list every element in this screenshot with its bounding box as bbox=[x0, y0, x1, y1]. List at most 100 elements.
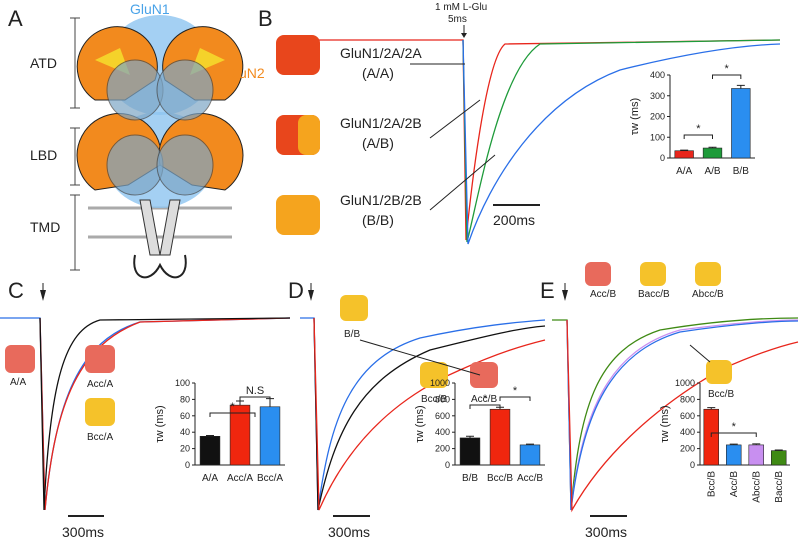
y-tick-label: 400 bbox=[680, 427, 695, 437]
y-tick-label: 600 bbox=[435, 411, 450, 421]
icon bbox=[470, 362, 498, 388]
construct: B/B bbox=[344, 329, 360, 340]
construct: Abcc/B bbox=[692, 289, 724, 300]
annotation: * bbox=[696, 123, 701, 135]
y-axis-label: τw (ms) bbox=[629, 98, 641, 135]
significance-bracket bbox=[683, 134, 713, 139]
x-tick-label: Bacc/B bbox=[774, 471, 785, 503]
x-tick-label: Acc/B bbox=[517, 473, 543, 484]
y-tick-label: 0 bbox=[690, 460, 695, 470]
error-bar bbox=[680, 149, 689, 151]
error-bar bbox=[729, 443, 738, 445]
y-tick-label: 0 bbox=[660, 153, 665, 163]
y-tick-label: 0 bbox=[445, 460, 450, 470]
icon bbox=[420, 362, 448, 388]
significance-bracket bbox=[239, 396, 271, 401]
error-bar bbox=[466, 435, 474, 438]
icon bbox=[276, 35, 320, 235]
panel-letter: B bbox=[258, 6, 273, 31]
trace bbox=[462, 39, 781, 243]
panel-letter: A bbox=[8, 6, 23, 31]
x-tick-label: B/B bbox=[733, 166, 749, 177]
construct: Acc/A bbox=[87, 379, 113, 390]
trace-name: (A/B) bbox=[362, 135, 394, 151]
bar bbox=[519, 444, 541, 466]
trace bbox=[300, 317, 546, 511]
y-tick-label: 800 bbox=[680, 394, 695, 404]
panel-letter: E bbox=[540, 278, 555, 303]
significance-bracket bbox=[710, 432, 757, 437]
x-tick-label: Acc/B bbox=[729, 471, 740, 497]
y-tick-label: 200 bbox=[650, 112, 665, 122]
error-bar bbox=[236, 400, 244, 406]
label: TMD bbox=[30, 219, 60, 235]
trace bbox=[39, 317, 291, 511]
x-tick-label: A/A bbox=[676, 166, 692, 177]
panel-letter: C bbox=[8, 278, 24, 303]
y-tick-label: 200 bbox=[435, 444, 450, 454]
trace-name: GluN1/2B/2B bbox=[340, 192, 422, 208]
y-axis-label: τw (ms) bbox=[414, 405, 426, 442]
bar bbox=[199, 435, 221, 466]
bar bbox=[726, 444, 742, 466]
y-tick-label: 1000 bbox=[675, 378, 695, 388]
x-tick-label: Abcc/B bbox=[751, 471, 762, 503]
error-bar bbox=[736, 84, 745, 89]
significance-bracket bbox=[499, 396, 531, 401]
y-tick-label: 60 bbox=[180, 411, 190, 421]
y-tick-label: 300 bbox=[650, 91, 665, 101]
receptor-diagram bbox=[70, 15, 244, 279]
y-tick-label: 800 bbox=[435, 394, 450, 404]
icon bbox=[340, 295, 368, 321]
significance-bracket bbox=[712, 74, 742, 79]
bar bbox=[674, 150, 694, 159]
trace-name: (A/A) bbox=[362, 65, 394, 81]
error-bar bbox=[774, 449, 783, 451]
icon bbox=[85, 398, 115, 426]
construct: A/A bbox=[10, 377, 26, 388]
significance-bracket bbox=[209, 412, 256, 417]
stimulus: 1 mM L-Glu bbox=[435, 2, 487, 13]
bar bbox=[748, 444, 764, 466]
icon bbox=[640, 262, 666, 286]
error-bar bbox=[206, 434, 214, 437]
construct: Bcc/A bbox=[87, 432, 113, 443]
y-tick-label: 0 bbox=[185, 460, 190, 470]
y-tick-label: 1000 bbox=[430, 378, 450, 388]
error-bar bbox=[752, 443, 761, 445]
bar bbox=[459, 437, 481, 466]
x-tick-label: Bcc/B bbox=[706, 471, 717, 497]
label: GluN2 bbox=[225, 65, 265, 81]
stimulus-duration: 5ms bbox=[448, 14, 467, 25]
trace bbox=[566, 319, 799, 511]
bar bbox=[259, 406, 281, 466]
trace bbox=[39, 317, 291, 511]
construct: Acc/B bbox=[590, 289, 616, 300]
annotation: * bbox=[230, 401, 235, 413]
scale-label: 200ms bbox=[493, 212, 535, 228]
error-bar bbox=[526, 443, 534, 445]
x-tick-label: Acc/A bbox=[227, 473, 253, 484]
annotation: * bbox=[732, 421, 737, 433]
bar bbox=[731, 88, 751, 159]
x-tick-label: A/A bbox=[202, 473, 218, 484]
error-bar bbox=[707, 407, 716, 410]
y-tick-label: 200 bbox=[680, 444, 695, 454]
bar bbox=[229, 404, 251, 466]
construct: Bcc/B bbox=[708, 389, 734, 400]
label: ATD bbox=[30, 55, 57, 71]
icon bbox=[85, 345, 115, 373]
y-tick-label: 400 bbox=[650, 70, 665, 80]
y-tick-label: 80 bbox=[180, 394, 190, 404]
annotation: * bbox=[483, 393, 488, 405]
construct: Bacc/B bbox=[638, 289, 670, 300]
significance-bracket bbox=[469, 404, 501, 409]
y-tick-label: 400 bbox=[435, 427, 450, 437]
y-tick-label: 20 bbox=[180, 444, 190, 454]
y-tick-label: 100 bbox=[650, 132, 665, 142]
y-tick-label: 600 bbox=[680, 411, 695, 421]
annotation: * bbox=[513, 385, 518, 397]
y-tick-label: 40 bbox=[180, 427, 190, 437]
